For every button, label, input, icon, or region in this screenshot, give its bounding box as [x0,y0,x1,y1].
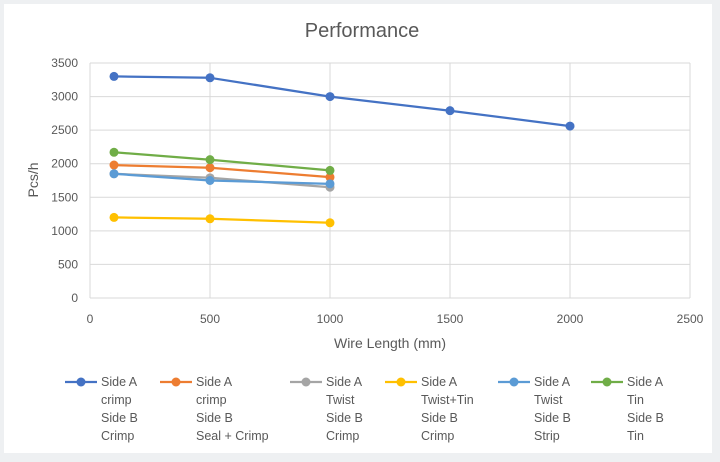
legend-swatch-marker [396,377,406,387]
legend-swatch-marker [171,377,181,387]
y-tick-label: 500 [58,257,78,271]
legend-label: Side B [326,411,363,425]
legend-label: Twist [326,393,355,407]
legend-label: Crimp [101,429,134,443]
series-4 [109,212,335,228]
legend-label: Crimp [421,429,454,443]
data-point [325,172,335,182]
data-point [325,92,335,102]
legend-label: Side B [101,411,138,425]
legend-label: Side B [627,411,664,425]
data-point [445,106,455,116]
series-6 [109,147,335,175]
chart-area [4,4,712,453]
x-tick-label: 1500 [437,312,464,326]
x-tick-label: 1000 [317,312,344,326]
axes: 0 500 1000 1500 2000 2500 3000 3500 0 500 1000 1500… [51,56,703,326]
legend-entry: Side A crimp Side B Seal + Crimp [160,375,269,443]
y-tick-label: 0 [71,291,78,305]
data-point [109,147,119,157]
legend-label: Side A [421,375,458,389]
y-tick-label: 1000 [51,224,78,238]
y-tick-label: 2000 [51,157,78,171]
legend-swatch-marker [509,377,519,387]
data-point [325,218,335,228]
series-5 [109,169,335,189]
y-tick-label: 3500 [51,56,78,70]
legend-label: Side B [534,411,571,425]
data-point [109,212,119,222]
gridlines [89,62,691,299]
legend-swatch-marker [301,377,311,387]
data-point [565,121,575,131]
legend-label: Crimp [326,429,359,443]
data-point [205,176,215,185]
legend-entry: Side A Tin Side B Tin [591,375,664,443]
series-1 [109,71,575,131]
data-point [325,165,335,175]
y-tick-label: 3000 [51,90,78,104]
legend-label: Side A [101,375,138,389]
legend-label: Side A [196,375,233,389]
legend-label: Seal + Crimp [196,429,269,443]
data-point [205,163,215,173]
legend-label: Side B [421,411,458,425]
legend-entry: Side A Twist Side B Strip [498,375,571,443]
legend-swatch-marker [602,377,612,387]
legend-label: Twist+Tin [421,393,474,407]
legend-label: Strip [534,429,560,443]
legend-label: Side A [627,375,664,389]
y-axis-label: Pcs/h [25,162,41,197]
data-point [109,169,119,179]
x-tick-label: 0 [87,312,94,326]
data-point [109,71,119,81]
x-tick-label: 500 [200,312,220,326]
chart-title: Performance [305,20,420,42]
legend-label: Tin [627,429,644,443]
legend-label: Side A [326,375,363,389]
legend-label: Side B [196,411,233,425]
legend-label: Twist [534,393,563,407]
data-point [109,160,119,170]
legend-entry: Side A crimp Side B Crimp [65,375,138,443]
legend-label: crimp [196,393,227,407]
data-point [205,73,215,83]
data-point [325,179,335,189]
data-point [205,155,215,165]
x-tick-label: 2000 [557,312,584,326]
x-axis-label: Wire Length (mm) [334,335,446,351]
legend-entry: Side A Twist+Tin Side B Crimp [385,375,474,443]
legend-label: Side A [534,375,571,389]
legend-entry: Side A Twist Side B Crimp [290,375,363,443]
series-group [109,71,575,228]
series-2 [109,160,335,182]
y-tick-label: 2500 [51,123,78,137]
legend-swatch-marker [76,377,86,387]
data-point [205,214,215,224]
y-tick-label: 1500 [51,190,78,204]
legend-label: Tin [627,393,644,407]
x-tick-label: 2500 [677,312,704,326]
legend-label: crimp [101,393,132,407]
